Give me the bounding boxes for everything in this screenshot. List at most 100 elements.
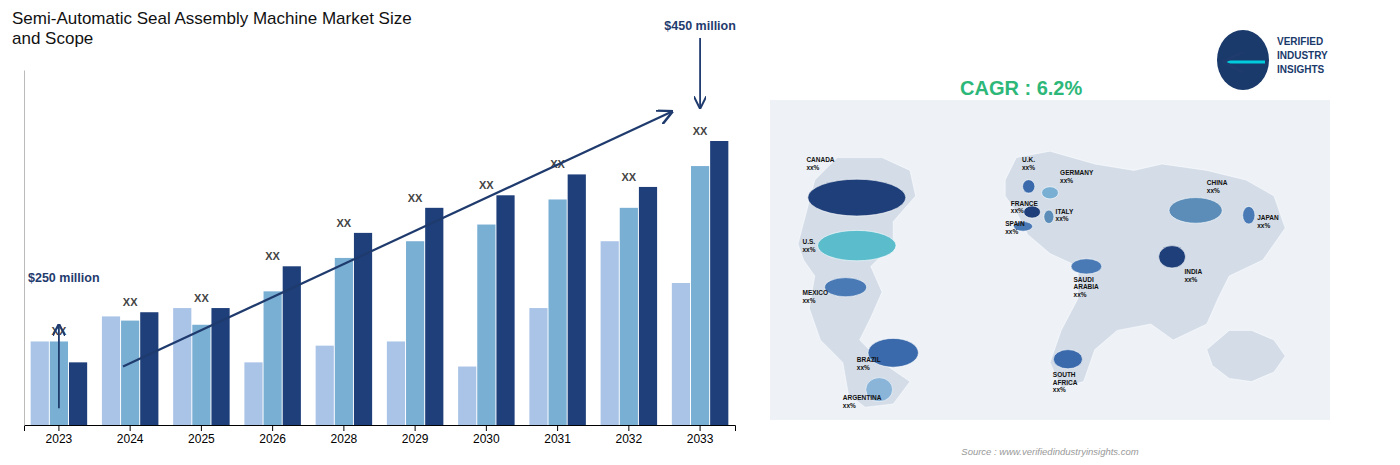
region-label: JAPANxx% xyxy=(1257,214,1279,229)
x-tick: 2028 xyxy=(331,425,358,446)
region-label: U.K.xx% xyxy=(1022,156,1035,171)
bar xyxy=(639,187,657,425)
bar xyxy=(406,241,424,425)
group-label: XX xyxy=(479,179,494,191)
title: Semi-Automatic Seal Assembly Machine Mar… xyxy=(12,9,412,48)
region-label: FRANCExx% xyxy=(1011,200,1039,215)
region xyxy=(818,230,896,260)
bars xyxy=(31,141,729,425)
region-label: CANADAxx% xyxy=(806,156,834,171)
region-label: ITALYxx% xyxy=(1056,208,1074,223)
land xyxy=(1005,151,1285,388)
bar xyxy=(620,208,638,425)
group-label: XX xyxy=(265,250,280,262)
bar xyxy=(529,308,547,425)
region-label: SOUTHAFRICAxx% xyxy=(1053,371,1078,394)
bar xyxy=(549,199,567,425)
bar xyxy=(425,208,443,425)
logo-shape xyxy=(1217,30,1269,90)
region-label: CHINAxx% xyxy=(1207,179,1228,194)
x-tick-mark xyxy=(557,425,558,431)
annotation: $250 million xyxy=(28,271,100,285)
bar xyxy=(458,367,476,425)
x-tick: 2033 xyxy=(687,425,714,446)
bar xyxy=(691,166,709,425)
bar xyxy=(140,312,158,425)
bar xyxy=(121,321,139,425)
logo-text: VERIFIED xyxy=(1277,36,1323,47)
x-tick-label: 2026 xyxy=(259,432,286,446)
x-tick-label: 2025 xyxy=(188,432,215,446)
bar xyxy=(31,341,49,425)
bar xyxy=(211,308,229,425)
x-tick: 2023 xyxy=(46,425,73,446)
x-tick: 2029 xyxy=(402,425,429,446)
region-label: U.S.xx% xyxy=(802,238,815,253)
region xyxy=(825,278,867,297)
x-axis-line xyxy=(25,426,736,432)
bar xyxy=(496,195,514,425)
group-label: XX xyxy=(693,125,708,137)
bar xyxy=(354,233,372,425)
bar xyxy=(387,341,405,425)
x-tick: 2030 xyxy=(473,425,500,446)
bar xyxy=(102,316,120,425)
bar xyxy=(601,241,619,425)
y-axis xyxy=(24,71,25,426)
trend-arrow xyxy=(123,112,672,367)
land xyxy=(798,158,916,408)
end-arrow xyxy=(699,38,701,108)
logo-text: INSIGHTS xyxy=(1277,64,1325,75)
group-label: XX xyxy=(123,296,138,308)
region xyxy=(1071,259,1102,274)
annotation: CAGR : 6.2% xyxy=(960,77,1082,99)
region-label: ARGENTINAxx% xyxy=(843,394,882,409)
region xyxy=(808,179,906,216)
region xyxy=(1169,198,1222,224)
region xyxy=(1023,180,1035,193)
x-tick-mark xyxy=(415,425,416,431)
x-axis: 2023 2024 2025 2026 2028 2029 2030 2031 2032 2033 xyxy=(25,425,736,446)
x-tick-mark xyxy=(272,425,273,431)
y-axis-line xyxy=(24,71,25,426)
region-label: GERMANYxx% xyxy=(1060,169,1094,184)
group-label: XX xyxy=(622,171,637,183)
region xyxy=(1024,206,1041,218)
start-arrow xyxy=(58,325,60,409)
region xyxy=(1042,187,1059,199)
map-ocean xyxy=(770,100,1330,420)
bar xyxy=(672,283,690,425)
x-tick: 2032 xyxy=(615,425,642,446)
region xyxy=(1053,350,1082,369)
x-tick-mark xyxy=(628,425,629,431)
region-label: SPAINxx% xyxy=(1005,220,1025,235)
bar xyxy=(477,225,495,425)
x-tick-mark xyxy=(201,425,202,431)
x-tick-label: 2029 xyxy=(402,432,429,446)
group-label: XX xyxy=(337,217,352,229)
x-tick-label: 2030 xyxy=(473,432,500,446)
bar xyxy=(192,325,210,425)
x-tick-label: 2032 xyxy=(615,432,642,446)
land xyxy=(1207,330,1285,381)
x-tick-label: 2031 xyxy=(544,432,571,446)
x-tick-mark xyxy=(700,425,701,431)
bar xyxy=(335,258,353,425)
x-tick-label: 2024 xyxy=(117,432,144,446)
logo-text: INDUSTRY xyxy=(1277,50,1328,61)
x-tick: 2031 xyxy=(544,425,571,446)
bar xyxy=(568,174,586,425)
chart: Semi-Automatic Seal Assembly Machine Mar… xyxy=(0,0,1400,465)
x-tick-label: 2023 xyxy=(46,432,73,446)
x-tick: 2026 xyxy=(259,425,286,446)
region-label: SAUDIARABIAxx% xyxy=(1074,276,1100,299)
x-tick-label: 2033 xyxy=(687,432,714,446)
x-tick: 2025 xyxy=(188,425,215,446)
x-tick-mark xyxy=(130,425,131,431)
group-label: XX xyxy=(408,192,423,204)
x-tick-mark xyxy=(58,425,59,431)
bar xyxy=(264,291,282,425)
logo-arrow xyxy=(1225,61,1265,64)
x-tick: 2024 xyxy=(117,425,144,446)
region xyxy=(1044,210,1054,223)
